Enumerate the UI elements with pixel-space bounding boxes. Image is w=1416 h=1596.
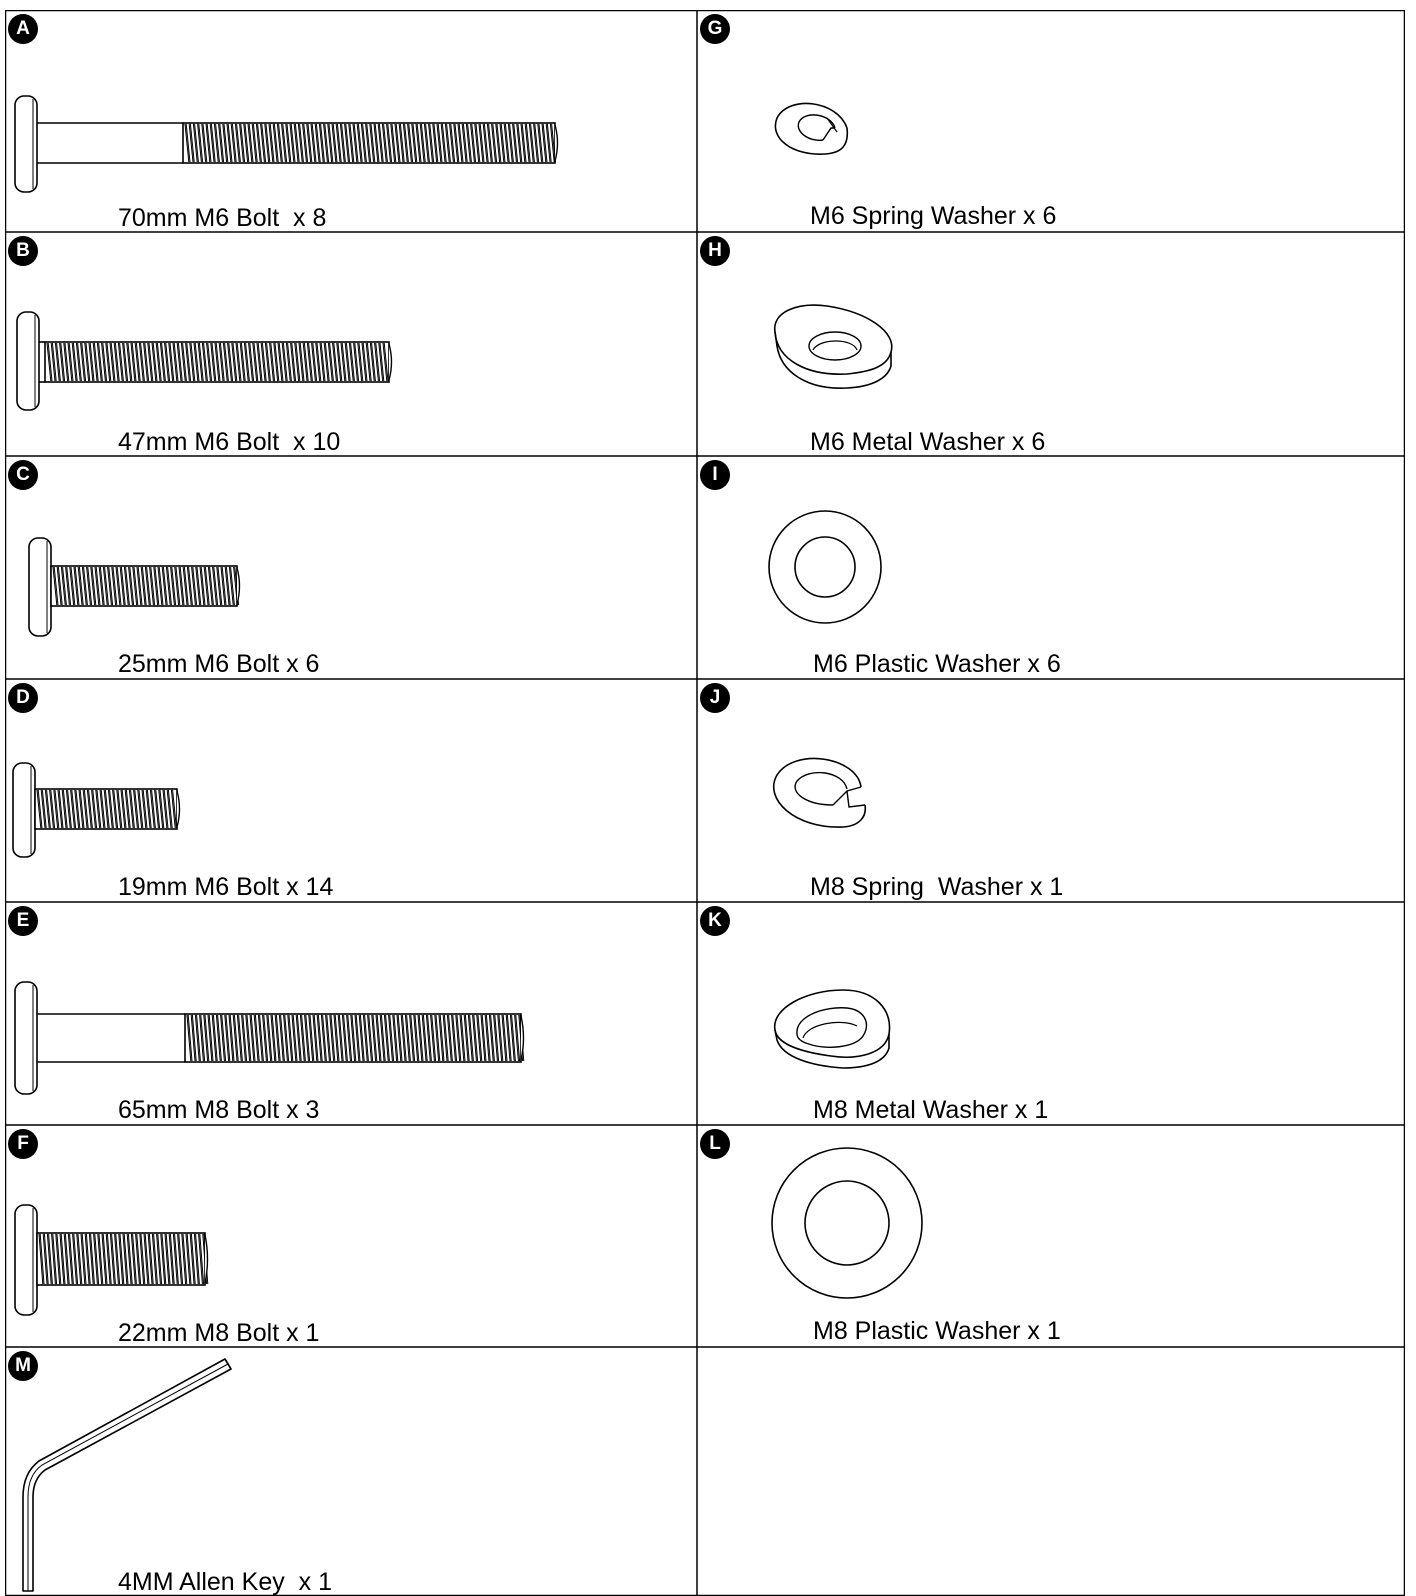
hardware-table: A 70mm M6 Bolt x 8 B 47mm M6 Bolt x 10 C… xyxy=(5,10,1405,1596)
item-label: 70mm M6 Bolt x 8 xyxy=(118,204,327,232)
item-cell-j: J M8 Spring Washer x 1 xyxy=(697,679,1405,902)
item-cell-b: B 47mm M6 Bolt x 10 xyxy=(5,232,697,456)
m6-plastic-washer-drawing xyxy=(768,510,882,624)
item-label: 19mm M6 Bolt x 14 xyxy=(118,873,334,901)
item-label: M6 Spring Washer x 6 xyxy=(810,202,1057,230)
item-label: 65mm M8 Bolt x 3 xyxy=(118,1096,320,1124)
item-letter-badge: C xyxy=(8,460,38,490)
bolt-47mm-m6-drawing xyxy=(16,311,393,411)
item-letter-badge: B xyxy=(8,236,38,266)
bolt-19mm-m6-drawing xyxy=(12,762,181,858)
item-letter-badge: J xyxy=(700,683,730,713)
item-letter-badge: F xyxy=(8,1129,38,1159)
item-cell-g: G M6 Spring Washer x 6 xyxy=(697,10,1405,232)
item-label: 47mm M6 Bolt x 10 xyxy=(118,428,341,456)
item-label: 22mm M8 Bolt x 1 xyxy=(118,1319,320,1347)
item-cell-m: M 4MM Allen Key x 1 xyxy=(5,1347,697,1596)
item-cell-d: D 19mm M6 Bolt x 14 xyxy=(5,679,697,902)
item-letter-badge: M xyxy=(8,1351,38,1381)
item-label: 25mm M6 Bolt x 6 xyxy=(118,650,320,678)
item-letter-badge: A xyxy=(8,14,38,44)
item-label: M8 Plastic Washer x 1 xyxy=(813,1317,1061,1345)
item-label: M8 Spring Washer x 1 xyxy=(810,873,1064,901)
m8-metal-washer-drawing xyxy=(774,989,891,1069)
item-letter-badge: K xyxy=(700,906,730,936)
bolt-70mm-m6-drawing xyxy=(14,95,559,193)
item-cell-f: F 22mm M8 Bolt x 1 xyxy=(5,1125,697,1347)
item-letter-badge: D xyxy=(8,683,38,713)
m8-plastic-washer-drawing xyxy=(771,1147,923,1299)
item-cell-k: K M8 Metal Washer x 1 xyxy=(697,902,1405,1125)
item-label: 4MM Allen Key x 1 xyxy=(118,1568,332,1596)
item-letter-badge: I xyxy=(700,460,730,490)
item-cell-c: C 25mm M6 Bolt x 6 xyxy=(5,456,697,679)
item-cell-l: L M8 Plastic Washer x 1 xyxy=(697,1125,1405,1347)
item-label: M6 Metal Washer x 6 xyxy=(810,428,1046,456)
item-label: M8 Metal Washer x 1 xyxy=(813,1096,1049,1124)
allen-key-drawing xyxy=(22,1358,232,1592)
item-letter-badge: E xyxy=(8,906,38,936)
bolt-22mm-m8-drawing xyxy=(14,1204,209,1316)
bolt-25mm-m6-drawing xyxy=(28,537,241,637)
m8-spring-washer-drawing xyxy=(772,757,867,828)
item-letter-badge: L xyxy=(700,1129,730,1159)
empty-cell xyxy=(697,1347,1405,1596)
item-cell-i: I M6 Plastic Washer x 6 xyxy=(697,456,1405,679)
item-label: M6 Plastic Washer x 6 xyxy=(813,650,1061,678)
bolt-65mm-m8-drawing xyxy=(14,981,525,1095)
item-cell-a: A 70mm M6 Bolt x 8 xyxy=(5,10,697,232)
item-cell-e: E 65mm M8 Bolt x 3 xyxy=(5,902,697,1125)
m6-spring-washer-drawing xyxy=(774,102,849,155)
item-cell-h: H M6 Metal Washer x 6 xyxy=(697,232,1405,456)
item-letter-badge: G xyxy=(700,14,730,44)
item-letter-badge: H xyxy=(700,236,730,266)
m6-metal-washer-drawing xyxy=(774,304,893,389)
